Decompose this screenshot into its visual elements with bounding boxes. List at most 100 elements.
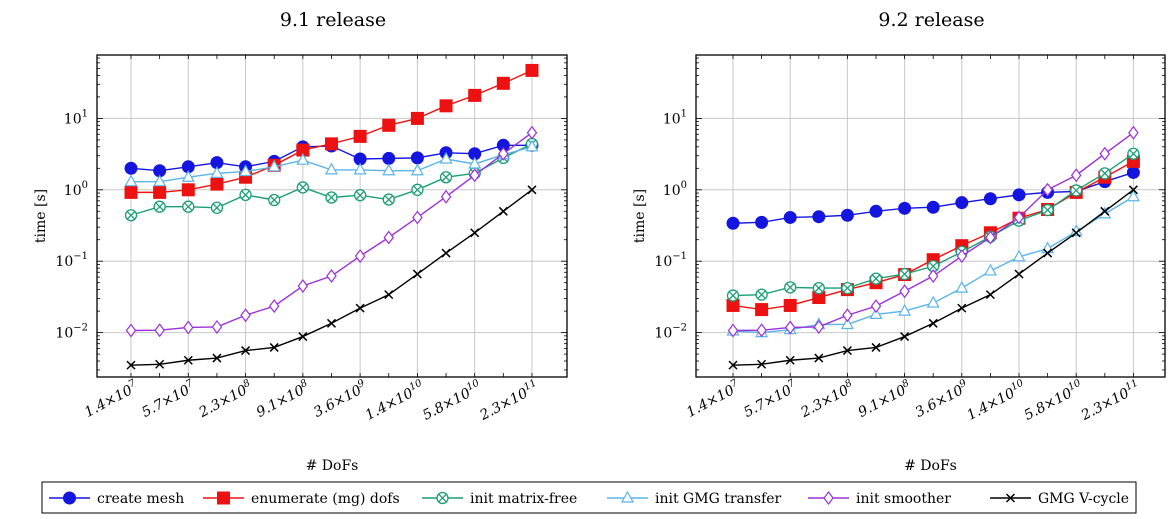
marker-square xyxy=(124,185,138,199)
y-tick-base: 10 xyxy=(55,326,73,342)
marker-circle xyxy=(983,192,997,206)
marker-x xyxy=(814,353,824,363)
marker-x xyxy=(441,248,451,258)
data-point xyxy=(382,193,395,206)
marker-circle-x-cross xyxy=(413,185,422,195)
marker-triangle xyxy=(353,162,367,175)
legend-marker xyxy=(217,491,230,505)
legend-marker xyxy=(436,491,449,505)
data-point xyxy=(813,319,825,334)
x-tick-exponent: 8 xyxy=(241,378,252,391)
legend-label: create mesh xyxy=(97,491,184,507)
marker-square xyxy=(210,177,224,191)
data-point xyxy=(439,171,453,184)
y-tick-base: 10 xyxy=(663,111,681,127)
data-point xyxy=(1099,146,1111,161)
data-point xyxy=(783,210,797,224)
data-point xyxy=(812,281,825,295)
data-point xyxy=(812,210,826,224)
x-tick-mantissa: 3.6×10 xyxy=(311,382,364,420)
data-point xyxy=(869,272,883,285)
y-tick-label: 101 xyxy=(663,108,687,127)
data-point xyxy=(325,191,338,204)
marker-triangle xyxy=(239,164,253,177)
series-create-mesh xyxy=(726,165,1140,230)
x-tick-label: 3.6×109 xyxy=(912,377,972,421)
data-point xyxy=(755,303,769,317)
data-point xyxy=(728,360,738,370)
data-point xyxy=(410,151,424,165)
marker-square xyxy=(382,118,396,132)
y-tick-base: 10 xyxy=(654,326,672,342)
data-point xyxy=(412,269,422,279)
x-tick-label: 5.7×107 xyxy=(740,377,800,421)
marker-circle-x-cross xyxy=(928,261,938,271)
data-point xyxy=(985,230,996,245)
data-point xyxy=(296,181,309,194)
grid xyxy=(696,55,1165,377)
marker-diamond xyxy=(756,323,767,338)
data-point xyxy=(126,360,136,370)
data-point xyxy=(470,228,480,238)
data-point xyxy=(1013,210,1025,225)
marker-x xyxy=(326,318,337,328)
plot-frame xyxy=(695,54,1166,378)
marker-x xyxy=(384,290,394,300)
marker-square xyxy=(783,298,797,312)
marker-diamond xyxy=(899,284,910,299)
data-point xyxy=(439,151,453,164)
data-point xyxy=(124,209,138,222)
x-tick-label: 5.7×107 xyxy=(138,377,198,421)
data-point xyxy=(153,200,166,213)
marker-x xyxy=(1005,493,1016,503)
marker-triangle xyxy=(153,174,167,187)
y-tick-label: 10−2 xyxy=(55,323,88,342)
data-point xyxy=(1126,165,1140,179)
marker-diamond xyxy=(154,323,165,338)
data-point xyxy=(1012,188,1026,202)
data-point xyxy=(183,355,193,365)
marker-square xyxy=(353,129,367,143)
marker-triangle xyxy=(525,139,539,152)
data-point xyxy=(870,299,882,314)
data-point xyxy=(955,280,969,293)
y-tick-exponent: −2 xyxy=(73,323,88,334)
data-point xyxy=(1128,185,1138,195)
data-point xyxy=(525,139,539,152)
marker-triangle xyxy=(382,163,396,176)
data-point xyxy=(955,196,969,210)
marker-diamond xyxy=(823,491,834,505)
legend-marker xyxy=(63,491,76,505)
marker-circle-x-cross xyxy=(1071,186,1081,195)
data-point xyxy=(926,295,940,308)
marker-circle xyxy=(840,208,854,222)
marker-diamond xyxy=(1128,125,1139,140)
data-point xyxy=(240,308,251,323)
data-point xyxy=(354,249,366,264)
marker-triangle xyxy=(840,317,854,330)
marker-triangle xyxy=(1126,189,1140,202)
marker-triangle xyxy=(124,174,138,187)
data-point xyxy=(296,152,310,165)
marker-square xyxy=(496,76,510,90)
data-point xyxy=(496,76,510,90)
marker-diamond xyxy=(268,299,280,314)
marker-triangle xyxy=(983,263,997,276)
y-tick-label: 100 xyxy=(64,180,88,199)
x-tick-exponent: 7 xyxy=(184,377,195,390)
data-point xyxy=(840,317,854,330)
x-tick-mantissa: 1.4×10 xyxy=(964,385,1017,423)
marker-x xyxy=(412,269,422,279)
chart-title: 9.2 release xyxy=(878,9,984,31)
marker-circle xyxy=(955,196,969,210)
data-point xyxy=(326,318,337,328)
x-tick-mantissa: 2.3×10 xyxy=(196,382,250,421)
y-tick-exponent: 1 xyxy=(681,108,687,119)
data-point xyxy=(898,303,912,316)
x-tick-exponent: 11 xyxy=(1124,378,1140,394)
marker-square xyxy=(153,185,167,199)
y-tick-label: 100 xyxy=(663,180,687,199)
data-point xyxy=(785,355,795,365)
